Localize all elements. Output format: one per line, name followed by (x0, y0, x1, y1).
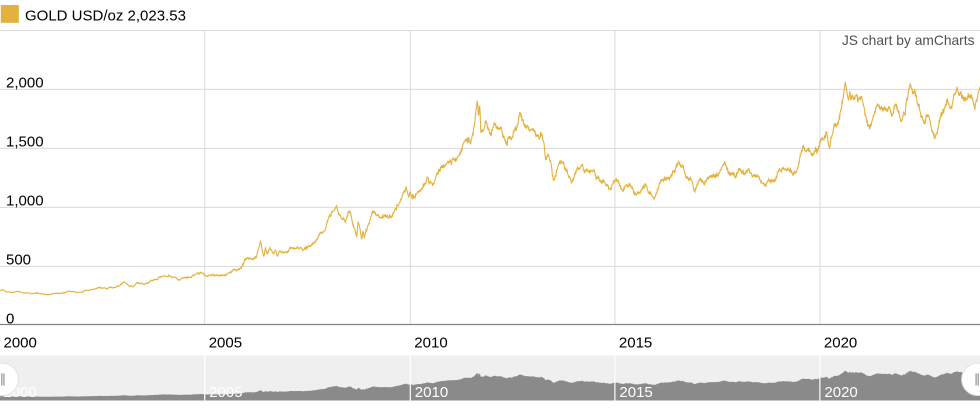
svg-text:2020: 2020 (824, 384, 857, 401)
svg-text:2015: 2015 (619, 335, 652, 352)
svg-text:500: 500 (6, 252, 31, 269)
svg-text:2005: 2005 (209, 384, 242, 401)
svg-text:GOLD USD/oz 2,023.53: GOLD USD/oz 2,023.53 (25, 8, 186, 25)
svg-text:1,000: 1,000 (6, 193, 44, 210)
svg-text:2015: 2015 (619, 384, 652, 401)
svg-text:2010: 2010 (414, 335, 447, 352)
svg-text:JS chart by amCharts: JS chart by amCharts (842, 33, 975, 48)
svg-text:2020: 2020 (824, 335, 857, 352)
svg-text:2000: 2000 (4, 335, 37, 352)
svg-text:2005: 2005 (209, 335, 242, 352)
svg-text:0: 0 (6, 311, 14, 328)
svg-text:2,000: 2,000 (6, 75, 44, 92)
svg-text:1,500: 1,500 (6, 134, 44, 151)
svg-text:2010: 2010 (415, 384, 448, 401)
